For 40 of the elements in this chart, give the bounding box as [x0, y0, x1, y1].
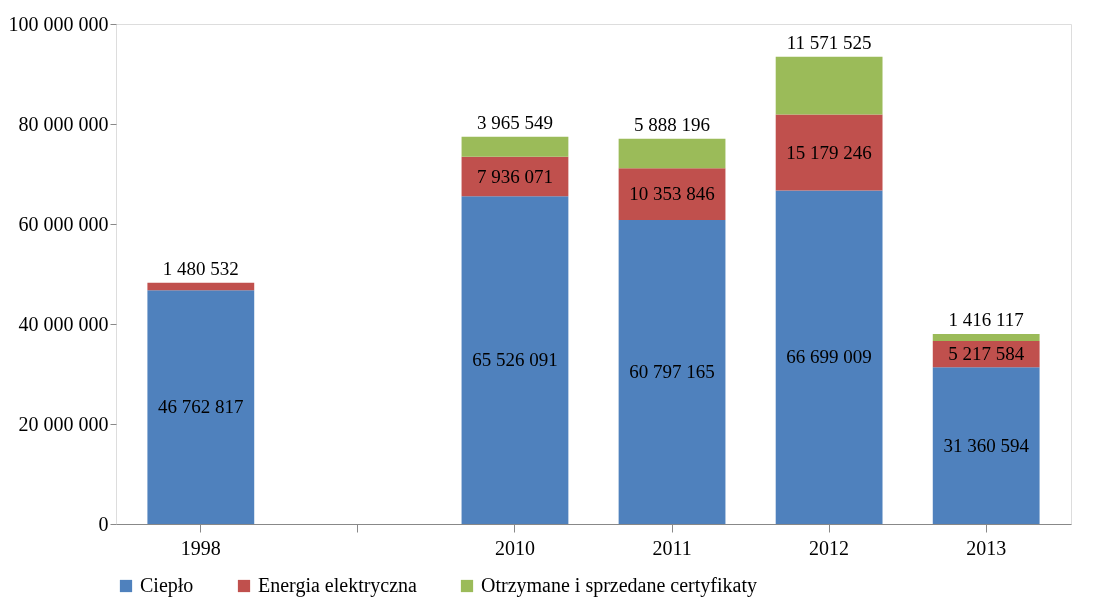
data-label: 1 480 532 — [162, 257, 239, 279]
legend-label: Energia elektryczna — [258, 574, 418, 597]
x-tick-label: 2010 — [494, 536, 535, 559]
bar — [775, 190, 883, 524]
bar — [775, 56, 883, 115]
y-tick-label: 100 000 000 — [8, 12, 109, 35]
x-tick-label: 1998 — [180, 536, 221, 559]
bar — [618, 138, 726, 169]
bar — [618, 220, 726, 524]
bar — [461, 136, 569, 157]
data-label: 65 526 091 — [472, 349, 558, 371]
y-tick-label: 60 000 000 — [18, 212, 109, 235]
data-label: 15 179 246 — [786, 141, 872, 163]
bar — [461, 196, 569, 524]
y-tick-label: 0 — [98, 512, 109, 535]
bar — [932, 367, 1040, 524]
data-label: 31 360 594 — [943, 434, 1030, 456]
data-label: 5 888 196 — [634, 113, 711, 135]
x-tick-label: 2013 — [966, 536, 1007, 559]
bar — [618, 168, 726, 221]
legend-label: Ciepło — [140, 574, 194, 597]
y-tick-label: 40 000 000 — [18, 312, 109, 335]
data-label: 60 797 165 — [629, 361, 715, 383]
data-label: 10 353 846 — [629, 183, 715, 205]
data-label: 3 965 549 — [476, 111, 553, 133]
bar — [147, 282, 255, 291]
data-label: 46 762 817 — [158, 396, 244, 418]
bar — [147, 290, 255, 524]
y-tick-label: 20 000 000 — [18, 412, 109, 435]
x-tick-label: 2011 — [652, 536, 692, 559]
data-label: 7 936 071 — [476, 165, 553, 187]
x-tick-label: 2012 — [809, 536, 850, 559]
data-label: 1 416 117 — [948, 309, 1024, 331]
bar — [775, 114, 883, 191]
data-label: 11 571 525 — [786, 31, 872, 53]
legend-label: Otrzymane i sprzedane certyfikaty — [481, 574, 757, 597]
bar — [932, 334, 1040, 342]
data-label: 66 699 009 — [786, 346, 872, 368]
y-tick-label: 80 000 000 — [18, 112, 109, 135]
data-label: 5 217 584 — [948, 343, 1025, 365]
